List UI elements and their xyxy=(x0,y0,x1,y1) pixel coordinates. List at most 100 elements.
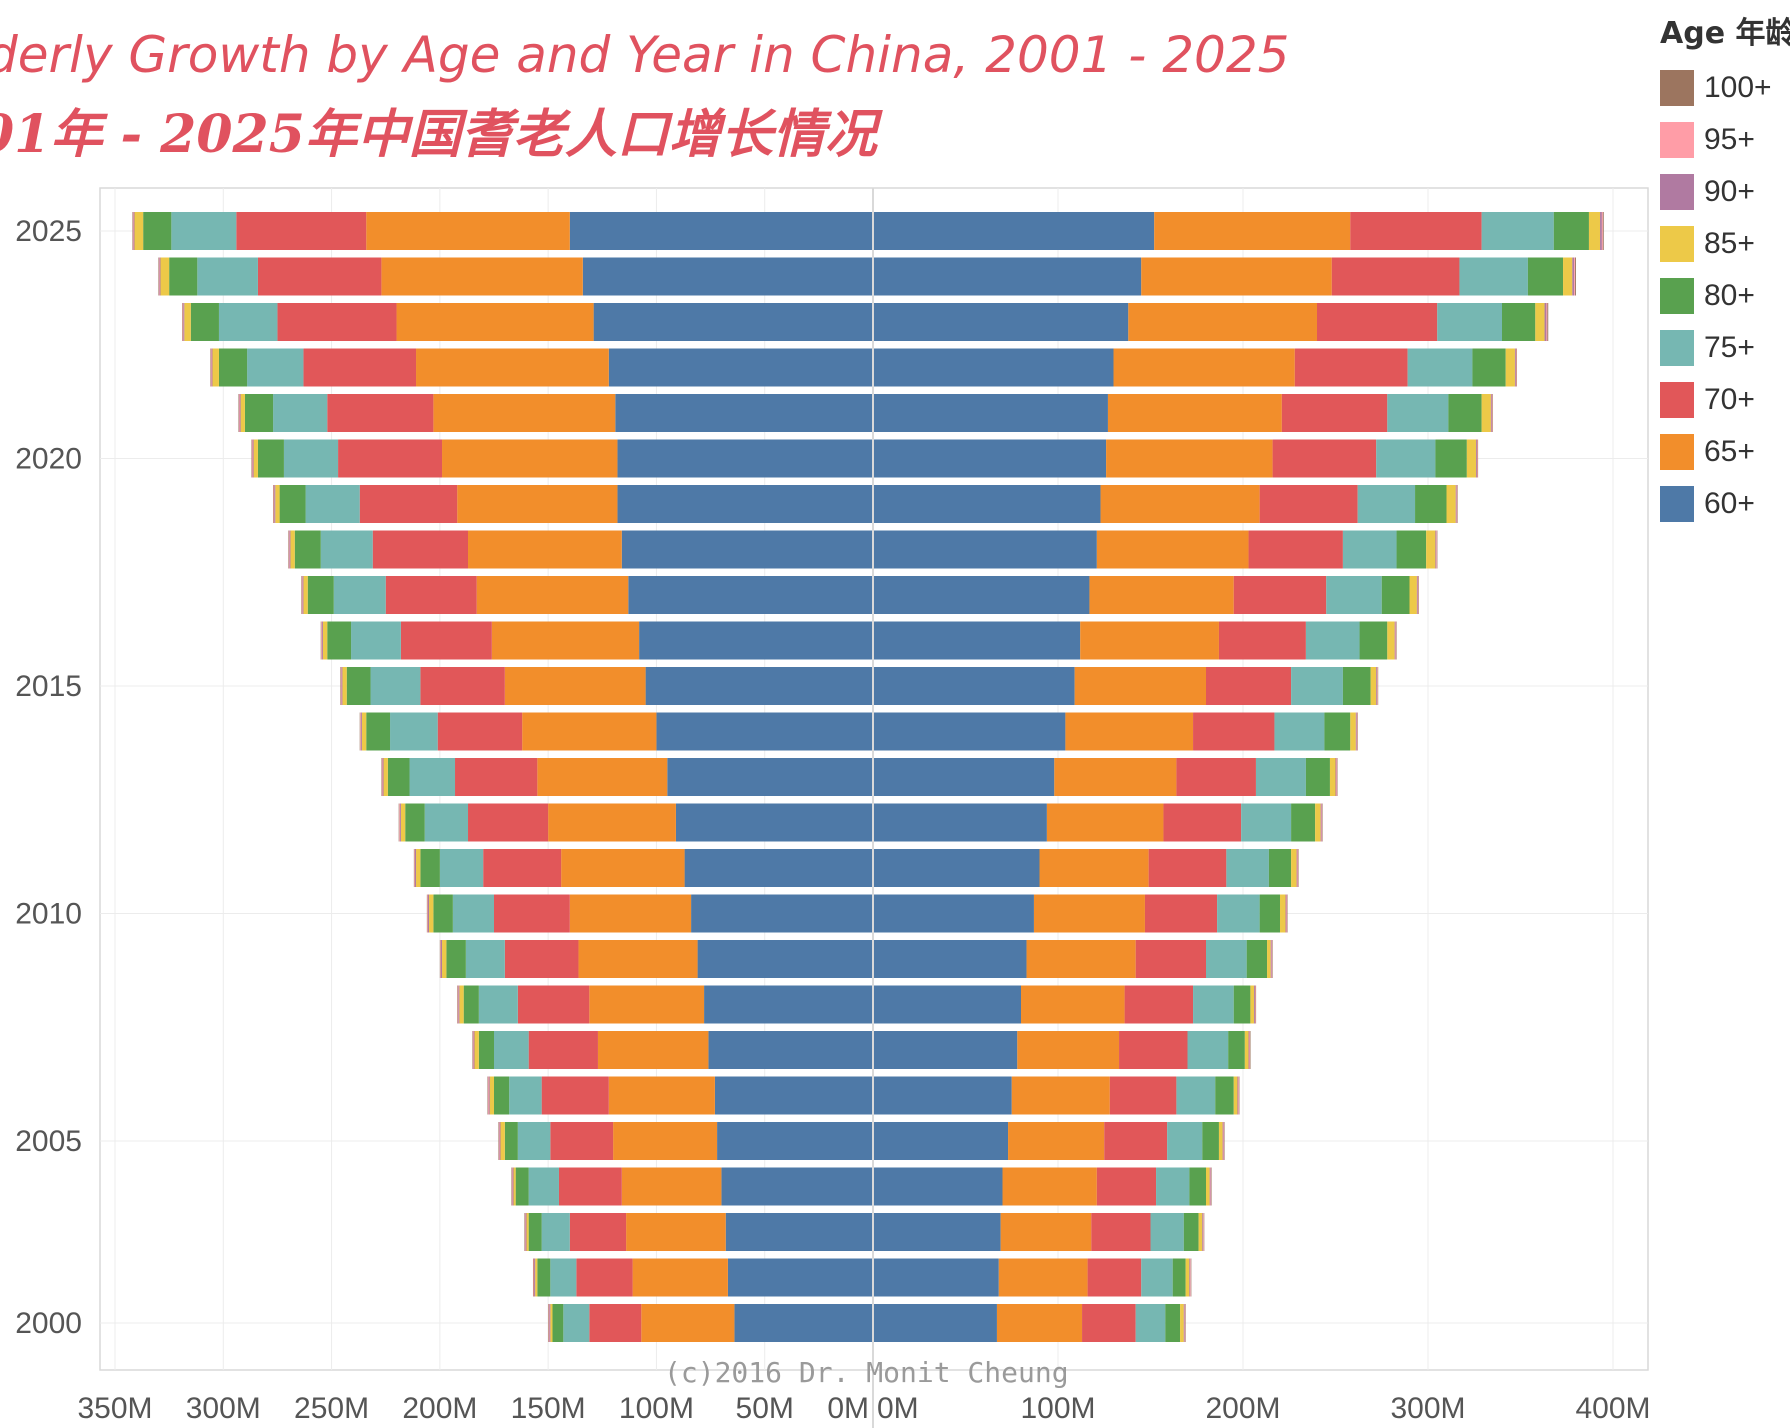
x-tick-label-left: 100M xyxy=(619,1392,694,1425)
bar-right-85plus-2017 xyxy=(1409,576,1417,614)
bar-right-80plus-2025 xyxy=(1553,212,1589,250)
x-tick-label-left: 0M xyxy=(827,1392,869,1425)
bar-left-65plus-2023 xyxy=(396,303,594,341)
bar-right-80plus-2018 xyxy=(1396,530,1427,569)
bar-right-100plus-2005 xyxy=(1224,1122,1225,1160)
bar-left-70plus-2012 xyxy=(468,803,549,842)
bar-left-60plus-2002 xyxy=(727,1258,873,1297)
bar-left-80plus-2016 xyxy=(327,621,352,660)
bar-left-80plus-2019 xyxy=(279,485,306,523)
bar-right-60plus-2003 xyxy=(873,1213,1001,1251)
bar-left-80plus-2011 xyxy=(420,849,440,887)
bar-right-90plus-2007 xyxy=(1248,1031,1250,1069)
bar-right-80plus-2020 xyxy=(1435,439,1467,478)
bar-right-85plus-2011 xyxy=(1291,849,1297,887)
bar-left-85plus-2002 xyxy=(535,1258,538,1297)
bar-left-60plus-2015 xyxy=(645,667,873,705)
bar-right-100plus-2015 xyxy=(1377,667,1379,705)
bar-left-65plus-2013 xyxy=(537,758,668,796)
bar-left-95plus-2023 xyxy=(182,303,184,341)
bar-left-90plus-2004 xyxy=(512,1167,514,1206)
bar-left-80plus-2013 xyxy=(387,758,410,796)
bar-left-60plus-2010 xyxy=(691,894,873,933)
bar-left-80plus-2018 xyxy=(294,530,321,569)
bar-left-65plus-2012 xyxy=(548,803,676,842)
bar-right-65plus-2025 xyxy=(1154,212,1351,250)
population-chart: 2000 2005 2010 2015 2020 2025 350M 300M 250M 200M… xyxy=(15,187,1650,1428)
bar-left-70plus-2025 xyxy=(236,212,367,250)
bar-left-75plus-2015 xyxy=(370,667,421,705)
bar-left-90plus-2013 xyxy=(382,758,384,796)
bar-left-75plus-2018 xyxy=(320,530,373,569)
bar-right-100plus-2022 xyxy=(1516,348,1517,387)
bar-left-95plus-2014 xyxy=(360,712,361,751)
bar-right-70plus-2001 xyxy=(1082,1304,1136,1342)
bar-left-100plus-2024 xyxy=(158,257,159,296)
legend-item[interactable]: 70+ xyxy=(1660,374,1790,426)
bar-right-85plus-2008 xyxy=(1250,985,1255,1024)
legend-item[interactable]: 100+ xyxy=(1660,62,1790,114)
x-tick-label-right: 100M xyxy=(1020,1392,1095,1425)
bar-left-85plus-2022 xyxy=(212,348,219,387)
bar-right-70plus-2022 xyxy=(1294,348,1408,387)
x-tick-label-left: 350M xyxy=(77,1392,152,1425)
x-tick-label-right: 400M xyxy=(1575,1392,1650,1425)
bar-left-80plus-2001 xyxy=(552,1304,564,1342)
bar-left-100plus-2005 xyxy=(498,1122,499,1160)
bar-right-90plus-2020 xyxy=(1476,439,1478,478)
bar-right-60plus-2016 xyxy=(873,621,1081,660)
bar-left-60plus-2001 xyxy=(734,1304,873,1342)
bar-right-100plus-2014 xyxy=(1357,712,1358,751)
y-tick-label: 2020 xyxy=(15,443,82,476)
legend-item[interactable]: 90+ xyxy=(1660,166,1790,218)
bar-right-60plus-2012 xyxy=(873,803,1047,842)
bar-left-95plus-2024 xyxy=(158,257,160,296)
bar-right-60plus-2024 xyxy=(873,257,1142,296)
bar-right-65plus-2016 xyxy=(1080,621,1219,660)
legend-item[interactable]: 75+ xyxy=(1660,322,1790,374)
bar-right-70plus-2025 xyxy=(1350,212,1482,250)
legend-item[interactable]: 65+ xyxy=(1660,426,1790,478)
bar-left-90plus-2002 xyxy=(534,1258,536,1297)
bar-left-65plus-2006 xyxy=(608,1076,715,1115)
legend-item[interactable]: 95+ xyxy=(1660,114,1790,166)
bar-right-65plus-2017 xyxy=(1089,576,1234,614)
bar-right-75plus-2018 xyxy=(1342,530,1397,569)
bar-right-70plus-2010 xyxy=(1144,894,1218,933)
bar-right-100plus-2004 xyxy=(1211,1167,1212,1206)
legend-swatch xyxy=(1660,434,1694,470)
bar-right-65plus-2021 xyxy=(1107,394,1282,432)
bar-right-90plus-2012 xyxy=(1320,803,1322,842)
bar-right-65plus-2023 xyxy=(1128,303,1317,341)
bar-right-85plus-2003 xyxy=(1198,1213,1203,1251)
bar-left-85plus-2012 xyxy=(400,803,406,842)
legend-item[interactable]: 60+ xyxy=(1660,478,1790,530)
bar-right-95plus-2016 xyxy=(1395,621,1397,660)
bar-right-75plus-2011 xyxy=(1226,849,1269,887)
legend-item[interactable]: 80+ xyxy=(1660,270,1790,322)
bar-left-100plus-2014 xyxy=(359,712,361,751)
bar-right-75plus-2025 xyxy=(1481,212,1554,250)
legend-label: 70+ xyxy=(1704,383,1755,416)
bar-left-75plus-2001 xyxy=(563,1304,590,1342)
bar-right-65plus-2022 xyxy=(1113,348,1295,387)
bar-right-60plus-2015 xyxy=(873,667,1075,705)
bar-left-100plus-2016 xyxy=(320,621,322,660)
legend-item[interactable]: 85+ xyxy=(1660,218,1790,270)
bar-right-85plus-2021 xyxy=(1481,394,1491,432)
bar-left-85plus-2003 xyxy=(526,1213,529,1251)
bar-right-100plus-2001 xyxy=(1185,1304,1186,1342)
bar-left-70plus-2014 xyxy=(437,712,523,751)
bar-right-90plus-2017 xyxy=(1416,576,1418,614)
bar-left-80plus-2014 xyxy=(366,712,391,751)
bar-right-90plus-2016 xyxy=(1394,621,1396,660)
bar-right-60plus-2004 xyxy=(873,1167,1003,1206)
bar-right-80plus-2009 xyxy=(1246,940,1268,978)
bar-right-95plus-2001 xyxy=(1184,1304,1186,1342)
bar-right-90plus-2003 xyxy=(1202,1213,1204,1251)
bar-right-75plus-2004 xyxy=(1156,1167,1190,1206)
bar-right-65plus-2024 xyxy=(1141,257,1332,296)
bar-right-75plus-2022 xyxy=(1407,348,1473,387)
bar-right-65plus-2019 xyxy=(1100,485,1260,523)
y-tick-label: 2025 xyxy=(15,215,82,248)
